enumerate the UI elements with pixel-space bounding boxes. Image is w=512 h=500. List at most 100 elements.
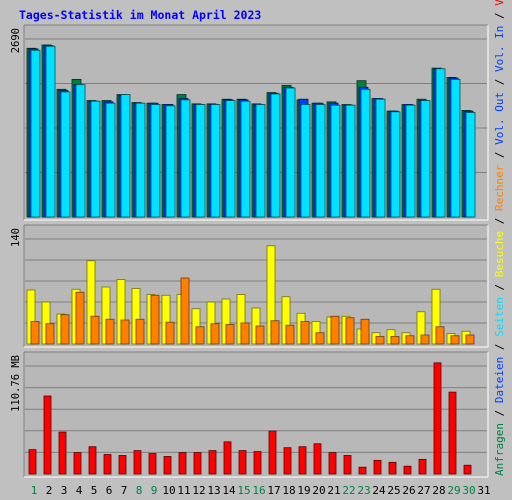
day-label-12: 12 [192,484,205,497]
bar-rechner-day-19 [300,321,310,345]
bar-seiten-day-6 [105,102,116,218]
bar-seiten-day-12 [195,104,206,218]
bar-rechner-day-10 [165,321,175,345]
day-label-21: 21 [327,484,340,497]
bar-volumen-day-15 [238,450,247,475]
bar-seiten-day-18 [285,87,296,218]
bar-volumen-day-21 [328,452,337,475]
bar-seiten-day-19 [300,104,311,218]
bar-rechner-day-1 [30,321,40,345]
bar-seiten-day-21 [330,104,341,218]
bar-volumen-day-6 [103,454,112,475]
bar-rechner-day-3 [60,314,70,345]
bar-rechner-day-7 [120,319,130,345]
bar-volumen-day-20 [313,443,322,475]
day-label-6: 6 [106,484,113,497]
bar-volumen-day-10 [163,456,172,475]
bar-rechner-day-14 [225,324,235,345]
day-label-2: 2 [46,484,53,497]
bar-volumen-day-23 [358,466,367,475]
bar-rechner-day-4 [75,291,85,345]
day-label-13: 13 [207,484,220,497]
day-label-16: 16 [252,484,265,497]
day-label-31: 31 [477,484,490,497]
bar-rechner-day-22 [345,317,355,345]
bar-seiten-day-20 [315,104,326,218]
bar-rechner-day-28 [435,326,445,345]
bar-rechner-day-29 [450,335,460,345]
day-label-30: 30 [462,484,475,497]
bar-seiten-day-16 [255,104,266,218]
bar-seiten-day-27 [420,100,431,218]
legend-dateien: Dateien [493,357,506,403]
bar-volumen-day-9 [148,453,157,475]
bar-seiten-day-8 [135,102,146,218]
bar-volumen-day-29 [448,391,457,475]
day-label-22: 22 [342,484,355,497]
bar-volumen-day-12 [193,452,202,475]
bar-seiten-day-22 [345,104,356,218]
bar-rechner-day-23 [360,318,370,345]
legend-separator: / [493,145,506,165]
bar-seiten-day-17 [270,93,281,218]
bar-seiten-day-28 [435,68,446,218]
bar-volumen-day-16 [253,451,262,475]
legend-volumen: Volumen [493,0,506,6]
bar-volumen-day-18 [283,447,292,475]
day-label-17: 17 [267,484,280,497]
bar-seiten-day-10 [165,105,176,218]
bar-seiten-day-25 [390,111,401,218]
legend-rechner: Rechner [493,164,506,211]
bar-volumen-day-13 [208,450,217,475]
bar-rechner-day-11 [180,277,190,345]
bar-rechner-day-17 [270,320,280,345]
bar-volumen-day-4 [73,452,82,475]
bar-rechner-day-27 [420,334,430,345]
bar-seiten-day-2 [45,45,56,218]
bar-seiten-day-3 [60,91,71,218]
day-label-7: 7 [121,484,128,497]
day-label-25: 25 [387,484,400,497]
bar-rechner-day-9 [150,294,160,345]
panel-1-max-label: 2690 [10,28,22,53]
bar-volumen-day-19 [298,446,307,475]
bar-seiten-day-14 [225,100,236,218]
bar-rechner-day-6 [105,318,115,345]
bar-seiten-day-26 [405,104,416,218]
bar-volumen-day-3 [58,431,67,475]
bar-seiten-day-9 [150,104,161,218]
bar-rechner-day-5 [90,315,100,345]
day-label-19: 19 [297,484,310,497]
bar-volumen-day-11 [178,452,187,475]
day-label-8: 8 [136,484,143,497]
bar-volumen-day-28 [433,362,442,475]
bar-rechner-day-8 [135,318,145,345]
bar-rechner-day-12 [195,326,205,345]
bar-rechner-day-2 [45,323,55,345]
day-label-23: 23 [357,484,370,497]
bar-volumen-day-14 [223,441,232,475]
legend-besuche: Besuche [493,231,506,277]
bar-seiten-day-30 [465,112,476,218]
bar-volumen-day-26 [403,465,412,475]
bar-volumen-day-22 [343,455,352,475]
bar-volumen-day-5 [88,446,97,475]
bar-seiten-day-15 [240,100,251,218]
bar-seiten-day-29 [450,78,461,218]
bar-volumen-day-17 [268,430,277,475]
bar-rechner-day-30 [465,334,475,345]
legend-separator: / [493,6,506,26]
legend-separator: / [493,403,506,423]
legend-anfragen: Anfragen [493,423,506,476]
day-label-4: 4 [76,484,83,497]
bar-volumen-day-1 [28,449,37,475]
panel-3-max-label: 110.76 MB [10,355,22,412]
bar-volumen-day-25 [388,461,397,475]
day-label-11: 11 [177,484,190,497]
bar-volumen-day-8 [133,450,142,475]
bar-rechner-day-24 [375,336,385,345]
legend-vol-in: Vol. In [493,26,506,72]
day-label-20: 20 [312,484,325,497]
bar-seiten-day-23 [360,88,371,218]
day-label-28: 28 [432,484,445,497]
